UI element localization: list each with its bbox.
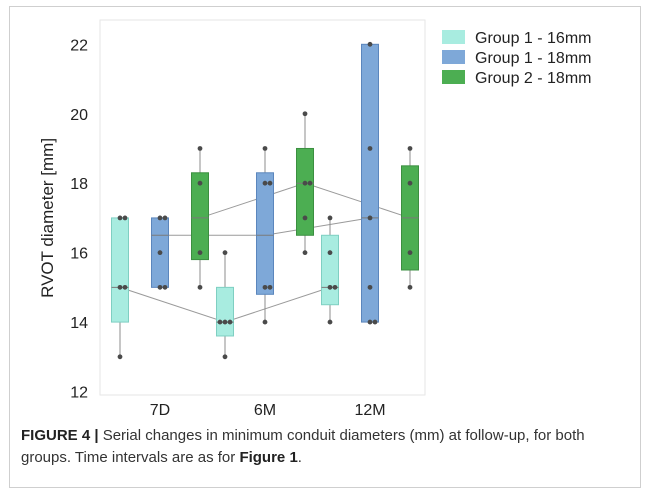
data-point (407, 146, 413, 151)
data-point (157, 250, 163, 256)
legend-swatch (442, 50, 465, 64)
y-axis-label: RVOT diameter [mm] (38, 138, 57, 298)
box-0-0 (111, 217, 129, 323)
data-point (222, 319, 228, 325)
data-point (307, 180, 313, 186)
data-point (227, 319, 233, 325)
data-point (262, 146, 268, 151)
caption-figure-ref[interactable]: Figure 1 (239, 449, 298, 466)
legend-label: Group 1 - 16mm (475, 30, 591, 47)
data-point (327, 319, 333, 325)
box-0-1 (216, 286, 234, 337)
box-plot-chart: 12 14 16 18 20 22 RVOT diameter [mm] 7D 6M 12M Gro… (38, 19, 591, 419)
data-point (157, 284, 163, 290)
box-2-1 (296, 147, 314, 236)
data-point (197, 180, 203, 186)
data-point (222, 354, 228, 360)
box-2-0 (191, 172, 209, 261)
x-tick-label: 7D (150, 402, 170, 419)
data-point (117, 284, 123, 290)
data-point (327, 284, 333, 290)
data-point (327, 250, 333, 256)
x-tick-label: 6M (254, 402, 276, 419)
data-point (302, 250, 308, 256)
y-tick-label: 12 (70, 385, 88, 402)
data-point (197, 250, 203, 256)
caption-end: . (297, 449, 302, 466)
data-point (217, 319, 223, 325)
data-point (327, 215, 333, 221)
data-point (407, 284, 413, 290)
data-point (367, 146, 373, 151)
data-point (222, 250, 228, 256)
box-1-2 (361, 43, 379, 323)
data-point (162, 215, 168, 221)
data-point (157, 215, 163, 221)
data-point (302, 215, 308, 221)
data-point (267, 180, 273, 186)
legend-swatch (442, 30, 465, 44)
figure-caption: FIGURE 4 | Serial changes in minimum con… (21, 425, 631, 469)
data-point (122, 215, 128, 221)
y-tick-label: 20 (70, 107, 88, 124)
caption-label: FIGURE 4 | (21, 427, 99, 444)
y-tick-label: 14 (70, 315, 88, 332)
y-tick-label: 16 (70, 246, 88, 263)
data-point (262, 319, 268, 325)
data-point (262, 284, 268, 290)
legend-swatch (442, 70, 465, 84)
data-point (162, 284, 168, 290)
data-point (332, 284, 338, 290)
data-point (117, 354, 123, 360)
box-0-2 (321, 234, 339, 306)
data-point (367, 215, 373, 221)
data-point (262, 180, 268, 186)
data-point (197, 284, 203, 290)
data-point (407, 250, 413, 256)
data-point (367, 319, 373, 325)
caption-text: Serial changes in minimum conduit diamet… (21, 427, 585, 466)
y-tick-label: 18 (70, 176, 88, 193)
data-point (367, 284, 373, 290)
data-point (372, 319, 378, 325)
data-point (367, 41, 373, 47)
data-point (407, 180, 413, 186)
data-point (267, 284, 273, 290)
legend-label: Group 2 - 18mm (475, 70, 591, 87)
data-point (197, 146, 203, 151)
legend-label: Group 1 - 18mm (475, 50, 591, 67)
y-tick-label: 22 (70, 37, 88, 54)
data-point (117, 215, 123, 221)
box-1-1 (256, 172, 274, 295)
data-point (122, 284, 128, 290)
x-tick-label: 12M (354, 402, 385, 419)
data-point (302, 111, 308, 117)
data-point (302, 180, 308, 186)
